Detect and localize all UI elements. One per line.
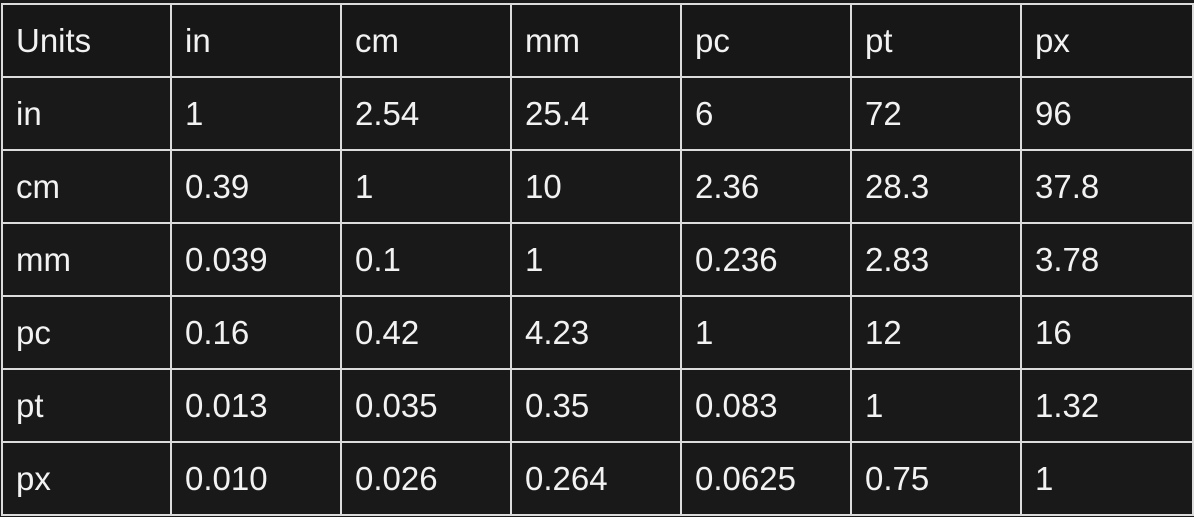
table-row: pc 0.16 0.42 4.23 1 12 16 [1,295,1194,370]
unit-conversion-table: Units in cm mm pc pt px in 1 2.54 25.4 6… [1,3,1194,516]
table-row: pt 0.013 0.035 0.35 0.083 1 1.32 [1,368,1194,443]
table-cell: 4.23 [510,295,682,370]
table-cell: 6 [680,76,852,151]
table-row: in 1 2.54 25.4 6 72 96 [1,76,1194,151]
table-cell: 0.039 [170,222,342,297]
table-cell: 0.35 [510,368,682,443]
table-cell: 10 [510,149,682,224]
table-cell: 1 [680,295,852,370]
row-label-cell: mm [1,222,172,297]
row-label-cell: in [1,76,172,151]
row-label-cell: pt [1,368,172,443]
header-cell-mm: mm [510,3,682,78]
table-cell: 0.0625 [680,441,852,516]
table-cell: 0.035 [340,368,512,443]
table-cell: 3.78 [1020,222,1194,297]
table-cell: 25.4 [510,76,682,151]
table-cell: 0.026 [340,441,512,516]
header-cell-px: px [1020,3,1194,78]
table-cell: 28.3 [850,149,1022,224]
table-cell: 0.010 [170,441,342,516]
header-cell-in: in [170,3,342,78]
table-row: mm 0.039 0.1 1 0.236 2.83 3.78 [1,222,1194,297]
table-cell: 0.39 [170,149,342,224]
header-cell-pt: pt [850,3,1022,78]
table-header-row: Units in cm mm pc pt px [1,3,1194,78]
table-cell: 1.32 [1020,368,1194,443]
row-label-cell: pc [1,295,172,370]
table-cell: 0.16 [170,295,342,370]
table-cell: 72 [850,76,1022,151]
header-cell-pc: pc [680,3,852,78]
table-cell: 16 [1020,295,1194,370]
table-cell: 0.1 [340,222,512,297]
table-cell: 37.8 [1020,149,1194,224]
header-cell-units: Units [1,3,172,78]
table-row: px 0.010 0.026 0.264 0.0625 0.75 1 [1,441,1194,516]
table-cell: 0.083 [680,368,852,443]
table-cell: 0.013 [170,368,342,443]
table-cell: 1 [510,222,682,297]
header-cell-cm: cm [340,3,512,78]
row-label-cell: cm [1,149,172,224]
table-cell: 12 [850,295,1022,370]
table-cell: 0.236 [680,222,852,297]
table-cell: 1 [850,368,1022,443]
row-label-cell: px [1,441,172,516]
table-cell: 0.42 [340,295,512,370]
table-cell: 1 [170,76,342,151]
table-cell: 0.264 [510,441,682,516]
table-cell: 2.36 [680,149,852,224]
table-cell: 96 [1020,76,1194,151]
table-cell: 1 [340,149,512,224]
table-cell: 1 [1020,441,1194,516]
table-cell: 2.83 [850,222,1022,297]
table-cell: 2.54 [340,76,512,151]
table-cell: 0.75 [850,441,1022,516]
table-row: cm 0.39 1 10 2.36 28.3 37.8 [1,149,1194,224]
